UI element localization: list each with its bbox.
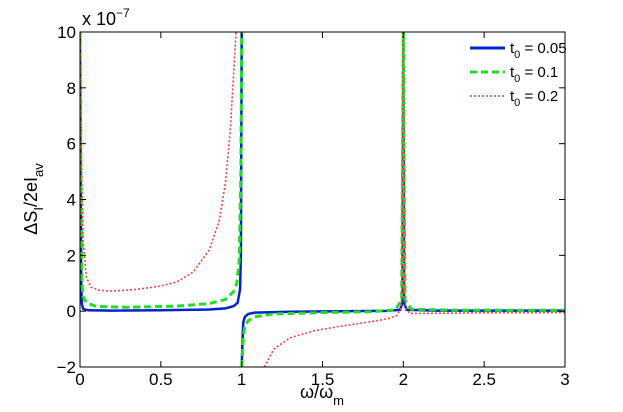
y-tick-label: 2 xyxy=(67,246,76,265)
plot-area xyxy=(80,32,565,367)
series-line-segment xyxy=(240,32,405,367)
x-tick-label: 0 xyxy=(75,370,84,389)
y-axis-label: ΔSI/2eIav xyxy=(21,163,46,235)
y-tick-label: −2 xyxy=(57,358,76,377)
series-2 xyxy=(80,32,565,367)
y-multiplier: x 10−7 xyxy=(82,6,130,29)
y-tick-label: 4 xyxy=(67,191,76,210)
series-1 xyxy=(80,32,565,367)
legend: t0 = 0.05 t0 = 0.1 t0 = 0.2 xyxy=(470,40,567,109)
series-line-segment xyxy=(80,32,244,309)
x-tick-label: 2.5 xyxy=(472,370,496,389)
series-line-segment xyxy=(401,32,565,312)
series-line-segment xyxy=(263,32,405,367)
x-tick-label: 0.5 xyxy=(149,370,173,389)
y-tick-label: 0 xyxy=(67,302,76,321)
legend-label: t0 = 0.1 xyxy=(510,64,558,85)
y-tick-label: 8 xyxy=(67,79,76,98)
x-tick-label: 1 xyxy=(237,370,246,389)
x-tick-label: 1.5 xyxy=(311,370,335,389)
series-line-segment xyxy=(80,32,243,312)
legend-label: t0 = 0.05 xyxy=(510,40,567,61)
legend-label: t0 = 0.2 xyxy=(510,88,558,109)
y-tick-label: 10 xyxy=(57,23,76,42)
series-line-segment xyxy=(80,32,237,292)
x-tick-label: 2 xyxy=(399,370,408,389)
y-tick-label: 6 xyxy=(67,135,76,154)
x-axis-label: ω/ωm xyxy=(300,382,344,408)
series-line-segment xyxy=(402,32,565,315)
x-tick-label: 3 xyxy=(560,370,569,389)
